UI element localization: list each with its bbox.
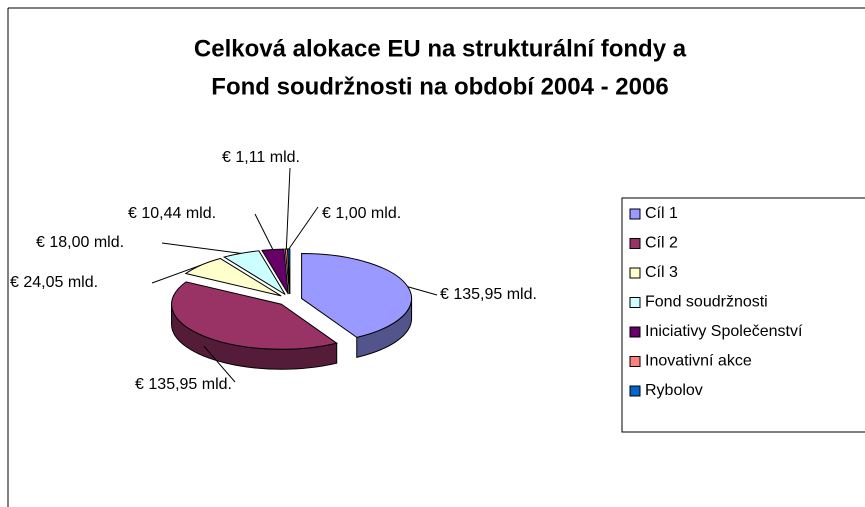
legend-swatch bbox=[629, 238, 641, 249]
data-label: € 135,95 mld. bbox=[135, 376, 232, 393]
legend-swatch bbox=[629, 326, 641, 338]
legend-label: Rybolov bbox=[645, 382, 703, 399]
legend-swatch bbox=[629, 297, 641, 308]
legend-swatch bbox=[629, 208, 641, 220]
legend bbox=[621, 197, 865, 433]
leader-line bbox=[254, 213, 274, 250]
slice bbox=[301, 252, 413, 338]
legend-label: Inovativní akce bbox=[645, 353, 752, 370]
leader-line bbox=[203, 345, 236, 383]
data-label: € 18,00 mld. bbox=[36, 234, 124, 251]
slice bbox=[261, 248, 289, 295]
slice bbox=[184, 257, 282, 297]
legend-label: Cíl 1 bbox=[645, 205, 678, 222]
legend-label: Fond soudržnosti bbox=[645, 294, 768, 311]
data-label: € 135,95 mld. bbox=[440, 286, 537, 303]
chart-title: Celková alokace EU na strukturální fondy… bbox=[194, 35, 687, 62]
legend-label: Cíl 2 bbox=[645, 235, 678, 252]
slice bbox=[171, 281, 338, 350]
data-label: € 1,11 mld. bbox=[222, 149, 300, 166]
slice bbox=[222, 250, 286, 295]
legend-swatch bbox=[629, 385, 641, 397]
leader-line bbox=[285, 167, 291, 250]
data-label: € 10,44 mld. bbox=[128, 205, 216, 222]
leader-line bbox=[288, 206, 319, 250]
data-label: € 1,00 mld. bbox=[322, 205, 401, 222]
leader-line bbox=[161, 242, 241, 254]
legend-label: Cíl 3 bbox=[645, 264, 678, 281]
chart-title: Fond soudržnosti na období 2004 - 2006 bbox=[211, 73, 668, 100]
legend-swatch bbox=[629, 356, 641, 367]
leader-line bbox=[407, 286, 438, 296]
leader-line bbox=[151, 264, 202, 284]
data-label: € 24,05 mld. bbox=[10, 274, 98, 291]
legend-label: Iniciativy Společenství bbox=[645, 323, 803, 340]
legend-swatch bbox=[629, 267, 641, 279]
